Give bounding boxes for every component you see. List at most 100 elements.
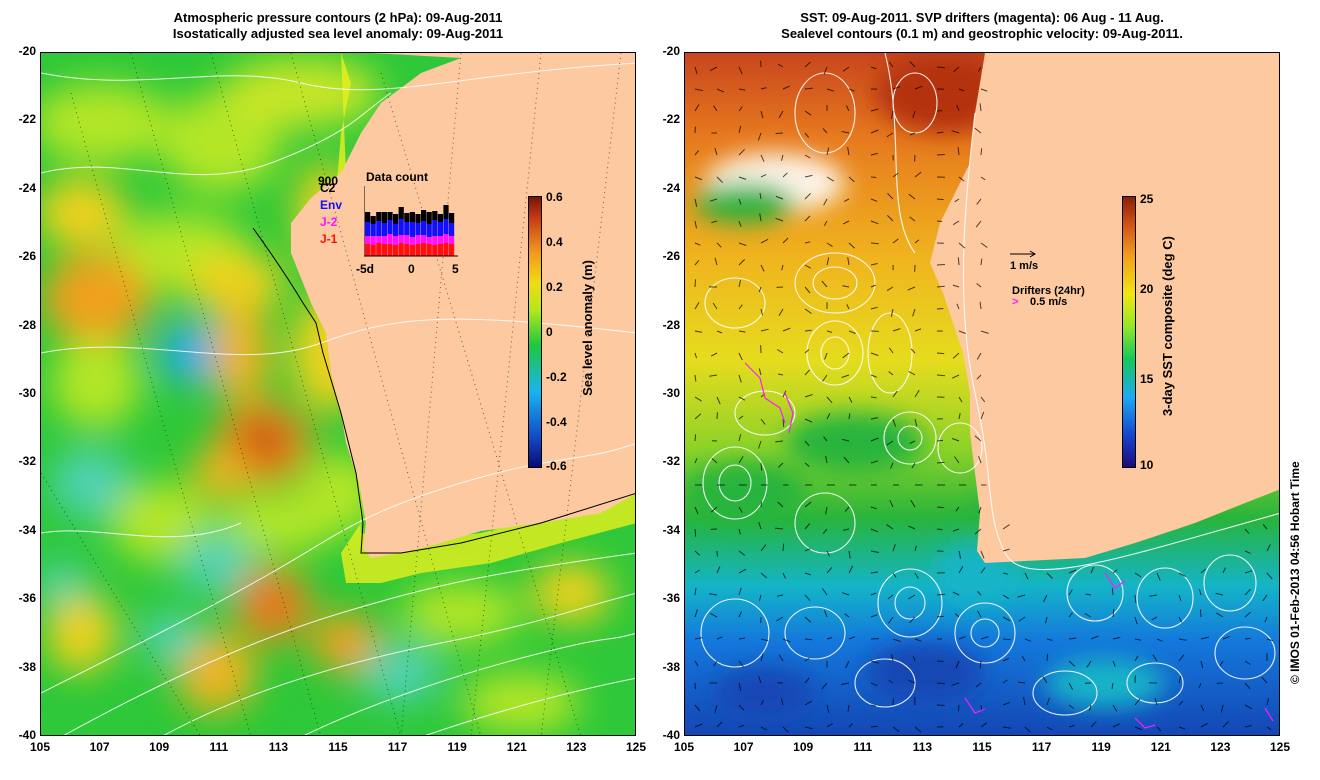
velocity-vector bbox=[1002, 524, 1010, 530]
histogram-bar-segment bbox=[365, 236, 371, 244]
velocity-vector bbox=[909, 61, 916, 68]
velocity-vector bbox=[1068, 637, 1077, 640]
velocity-vector bbox=[782, 418, 785, 427]
velocity-vector bbox=[844, 506, 850, 512]
velocity-vector bbox=[887, 594, 894, 600]
velocity-vector bbox=[848, 242, 856, 249]
velocity-vector bbox=[1262, 524, 1268, 530]
velocity-vector bbox=[951, 437, 960, 442]
velocity-vector bbox=[911, 462, 916, 469]
velocity-vector bbox=[759, 192, 762, 200]
velocity-vector bbox=[956, 303, 960, 310]
velocity-vector bbox=[1018, 616, 1026, 622]
histogram-bar-segment bbox=[370, 245, 376, 256]
velocity-vector bbox=[823, 436, 828, 442]
velocity-vector bbox=[1219, 660, 1224, 666]
velocity-vector bbox=[713, 105, 718, 112]
velocity-vector bbox=[716, 88, 725, 93]
velocity-vector bbox=[804, 418, 813, 423]
right-y-tick-label: -34 bbox=[662, 522, 680, 537]
velocity-vector bbox=[910, 348, 916, 354]
velocity-vector bbox=[914, 726, 922, 733]
velocity-vector bbox=[738, 374, 742, 383]
velocity-vector bbox=[1244, 528, 1250, 534]
velocity-vector bbox=[711, 220, 718, 224]
velocity-vector bbox=[952, 591, 960, 596]
velocity-vector bbox=[958, 396, 963, 403]
left-y-tick-label: -36 bbox=[18, 591, 36, 606]
velocity-vector bbox=[760, 328, 769, 332]
velocity-vector bbox=[958, 723, 964, 728]
velocity-vector bbox=[694, 198, 698, 207]
velocity-vector bbox=[936, 264, 945, 266]
velocity-vector bbox=[738, 88, 746, 91]
velocity-vector bbox=[1178, 572, 1186, 577]
velocity-vector bbox=[738, 396, 746, 401]
velocity-vector bbox=[979, 660, 982, 669]
velocity-vector bbox=[777, 373, 784, 376]
velocity-vector bbox=[842, 66, 850, 72]
velocity-vector bbox=[738, 198, 742, 205]
velocity-vector bbox=[1178, 594, 1182, 601]
velocity-vector bbox=[914, 85, 923, 90]
velocity-vector bbox=[843, 198, 850, 202]
velocity-vector bbox=[1046, 572, 1053, 579]
velocity-vector bbox=[870, 306, 878, 310]
velocity-vector bbox=[758, 676, 762, 684]
velocity-vector bbox=[1068, 660, 1076, 667]
velocity-vector bbox=[760, 264, 765, 272]
velocity-vector bbox=[870, 284, 876, 288]
velocity-vector bbox=[976, 283, 982, 288]
histogram-bar-segment bbox=[409, 222, 415, 237]
velocity-vector bbox=[951, 682, 960, 686]
sla-colorbar-label: Sea level anomaly (m) bbox=[580, 260, 595, 396]
velocity-vector bbox=[957, 147, 960, 156]
velocity-vector bbox=[888, 616, 894, 624]
velocity-vector bbox=[825, 455, 828, 464]
velocity-vector bbox=[842, 592, 850, 596]
velocity-vector bbox=[778, 462, 784, 468]
velocity-vector bbox=[953, 66, 960, 73]
histogram-bar-segment bbox=[409, 212, 415, 222]
histogram-bar-segment bbox=[449, 213, 455, 223]
right-x-tick-label: 117 bbox=[1031, 740, 1052, 754]
velocity-vector bbox=[694, 506, 699, 515]
histogram-bar-segment bbox=[365, 222, 371, 236]
velocity-vector bbox=[908, 193, 916, 200]
right-y-tick-label: -22 bbox=[662, 112, 680, 127]
sla-cb-tick: 0 bbox=[546, 325, 553, 339]
sst-cb-tick: 20 bbox=[1140, 282, 1154, 296]
velocity-vector bbox=[870, 660, 879, 664]
velocity-vector bbox=[738, 434, 742, 442]
velocity-vector bbox=[826, 242, 833, 248]
velocity-vector bbox=[1266, 726, 1272, 731]
velocity-vector bbox=[804, 369, 810, 376]
right-title-line2: Sealevel contours (0.1 m) and geostrophi… bbox=[781, 26, 1183, 41]
velocity-vector bbox=[936, 66, 945, 69]
right-x-tick-label: 109 bbox=[793, 740, 814, 754]
velocity-vector bbox=[842, 220, 850, 225]
velocity-vector bbox=[846, 304, 850, 310]
velocity-vector bbox=[804, 616, 812, 623]
velocity-vector bbox=[760, 173, 767, 178]
velocity-vector bbox=[1156, 638, 1163, 642]
velocity-vector bbox=[758, 440, 762, 449]
velocity-vector bbox=[716, 566, 721, 574]
velocity-vector bbox=[1200, 636, 1209, 640]
velocity-vector bbox=[848, 396, 853, 403]
velocity-vector bbox=[914, 545, 917, 552]
histogram-bar-segment bbox=[443, 219, 449, 234]
left-x-tick-label: 113 bbox=[268, 740, 289, 754]
velocity-vector bbox=[870, 614, 878, 618]
left-y-tick-label: -28 bbox=[18, 317, 36, 332]
velocity-vector bbox=[979, 301, 982, 310]
velocity-vector bbox=[977, 610, 982, 618]
velocity-vector bbox=[980, 242, 988, 248]
velocity-vector bbox=[914, 389, 920, 398]
velocity-vector bbox=[1178, 726, 1186, 730]
histogram-bar-segment bbox=[432, 245, 438, 256]
velocity-vector bbox=[694, 66, 698, 74]
velocity-vector bbox=[870, 682, 878, 687]
velocity-vector bbox=[710, 506, 718, 513]
velocity-vector bbox=[1043, 594, 1048, 603]
